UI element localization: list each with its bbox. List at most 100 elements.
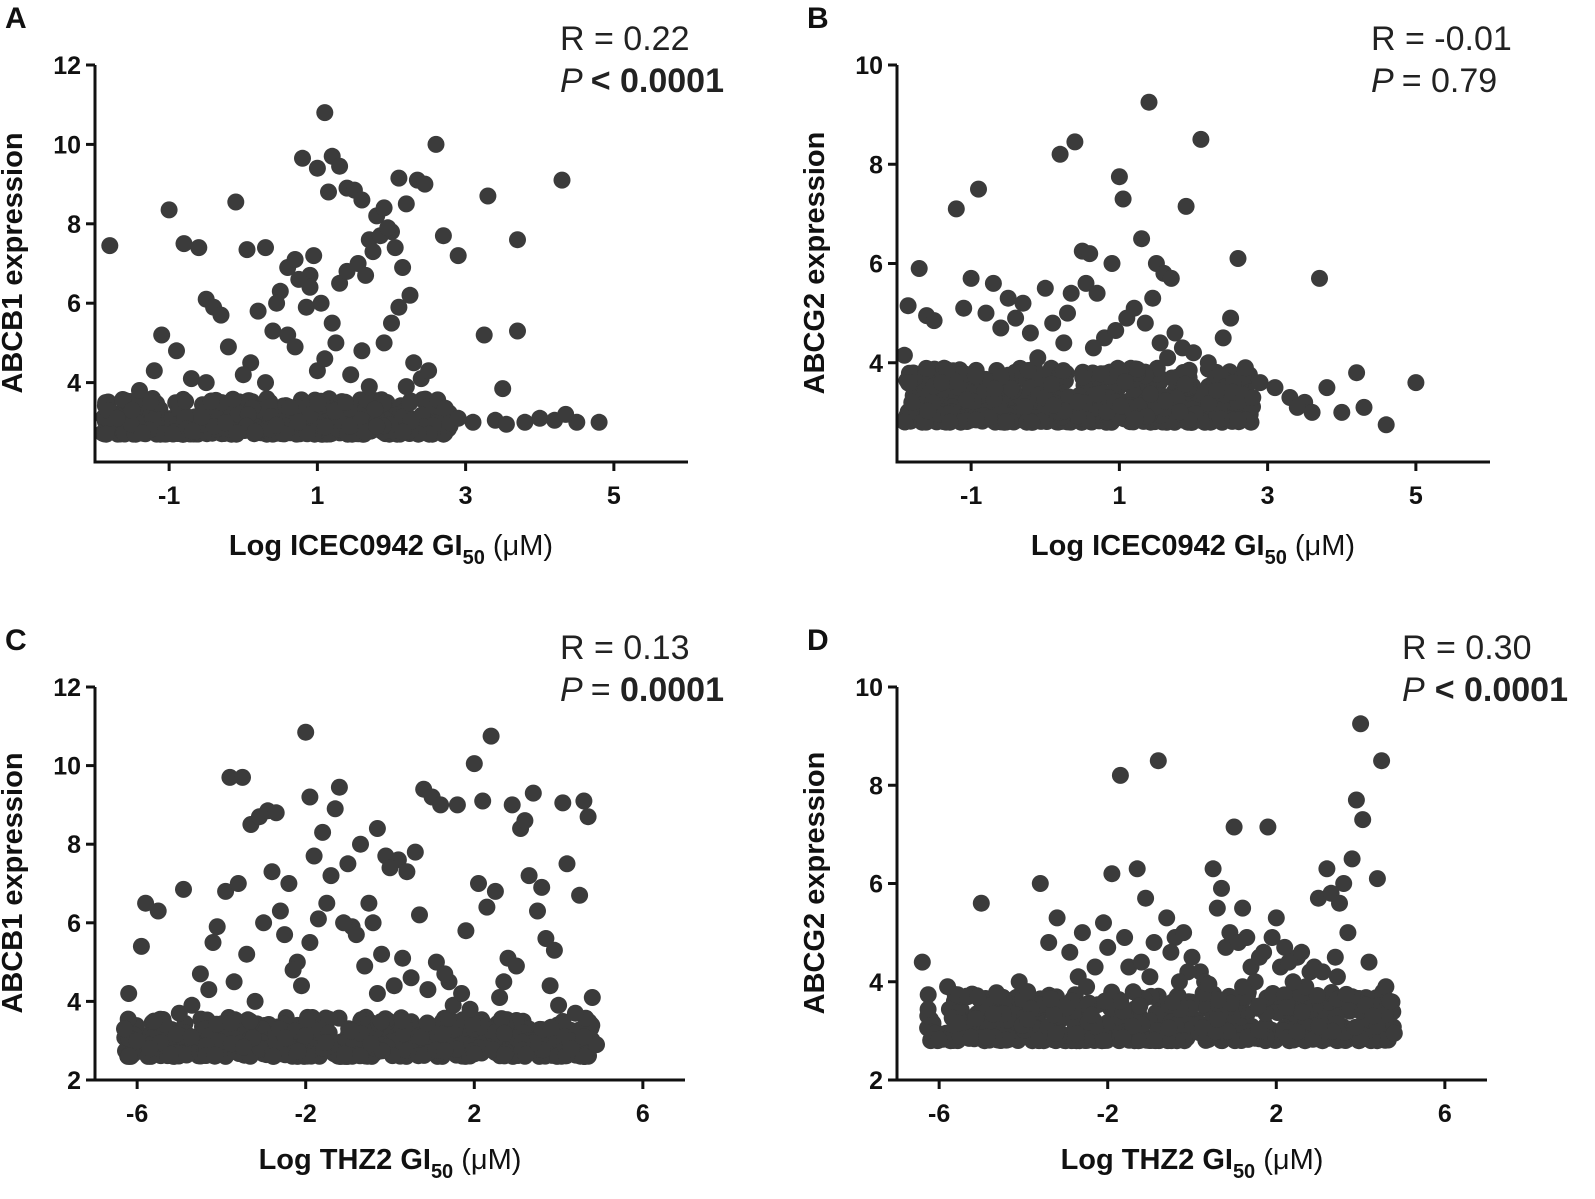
data-point bbox=[132, 937, 150, 955]
data-point bbox=[120, 985, 138, 1002]
data-point bbox=[145, 362, 163, 380]
data-point bbox=[137, 894, 155, 912]
data-point bbox=[182, 370, 200, 388]
data-point bbox=[276, 926, 294, 944]
data-point bbox=[1192, 130, 1210, 148]
data-point bbox=[984, 274, 1002, 292]
data-point bbox=[465, 755, 483, 773]
data-point bbox=[1086, 958, 1104, 976]
data-point bbox=[448, 796, 466, 814]
x-axis-label-c: Log THZ2 GI50 (μM) bbox=[259, 1144, 522, 1183]
points-c bbox=[116, 723, 605, 1065]
y-tick-label: 10 bbox=[855, 674, 883, 702]
data-point bbox=[903, 393, 921, 411]
data-point bbox=[1276, 938, 1294, 956]
points-a bbox=[94, 104, 608, 443]
data-point bbox=[1213, 879, 1230, 897]
data-point bbox=[330, 778, 348, 796]
data-point bbox=[290, 270, 308, 288]
data-point bbox=[101, 237, 119, 255]
data-point bbox=[353, 191, 371, 209]
data-point bbox=[305, 247, 323, 265]
data-point bbox=[229, 875, 247, 892]
y-ticks-a: 4 6 8 10 12 bbox=[53, 52, 95, 398]
data-point bbox=[360, 894, 378, 912]
data-point bbox=[1131, 1031, 1149, 1049]
data-point bbox=[167, 1025, 185, 1043]
data-point bbox=[1112, 992, 1130, 1010]
x-tick-label: -2 bbox=[295, 1100, 317, 1128]
x-tick-label: 5 bbox=[1409, 482, 1423, 510]
data-point bbox=[1277, 999, 1295, 1016]
data-point bbox=[1073, 924, 1091, 942]
data-point bbox=[418, 1014, 436, 1032]
data-point bbox=[294, 149, 311, 167]
data-point bbox=[1210, 991, 1227, 1009]
data-point bbox=[327, 334, 345, 352]
data-point bbox=[949, 1014, 967, 1032]
data-point bbox=[341, 417, 358, 435]
data-point bbox=[222, 1014, 240, 1032]
data-point bbox=[1092, 365, 1110, 383]
data-point bbox=[301, 788, 319, 806]
data-point bbox=[1255, 943, 1273, 961]
data-point bbox=[1002, 380, 1020, 398]
data-point bbox=[397, 195, 415, 213]
data-point bbox=[575, 792, 593, 810]
data-point bbox=[1031, 875, 1049, 892]
data-point bbox=[412, 1028, 430, 1046]
data-point bbox=[1160, 1019, 1178, 1037]
data-point bbox=[342, 366, 360, 384]
data-point bbox=[217, 414, 235, 432]
data-point bbox=[401, 286, 419, 304]
r-value-c: R = 0.13 bbox=[560, 629, 689, 667]
data-point bbox=[1326, 948, 1344, 966]
panel-letter-b: B bbox=[807, 2, 829, 35]
data-point bbox=[542, 1019, 560, 1037]
x-axis-label-a: Log ICEC0942 GI50 (μM) bbox=[229, 530, 553, 569]
x-tick-label: 3 bbox=[1261, 482, 1275, 510]
data-point bbox=[227, 193, 245, 211]
data-point bbox=[529, 902, 546, 920]
data-point bbox=[193, 408, 211, 426]
data-point bbox=[554, 794, 572, 812]
data-point bbox=[133, 424, 151, 442]
p-value-a: P < 0.0001 bbox=[560, 62, 724, 100]
x-tick-label: -6 bbox=[928, 1100, 950, 1128]
data-point bbox=[224, 390, 242, 408]
data-point bbox=[368, 820, 386, 837]
data-point bbox=[284, 961, 302, 979]
data-point bbox=[432, 796, 450, 814]
data-point bbox=[1114, 190, 1132, 208]
y-ticks-c: 2 4 6 8 10 12 bbox=[53, 674, 95, 1095]
x-tick-label: 2 bbox=[467, 1100, 481, 1128]
data-point bbox=[969, 988, 987, 1006]
data-point bbox=[206, 1046, 224, 1064]
data-point bbox=[1145, 934, 1163, 951]
y-axis-label-c: ABCB1 expression bbox=[0, 752, 29, 1013]
data-point bbox=[1103, 865, 1121, 883]
y-tick-label: 2 bbox=[67, 1067, 81, 1095]
data-point bbox=[238, 241, 256, 259]
data-point bbox=[1044, 314, 1062, 332]
data-point bbox=[289, 1042, 307, 1060]
y-tick-label: 8 bbox=[67, 211, 81, 239]
data-point bbox=[234, 366, 252, 384]
x-tick-label: -1 bbox=[158, 482, 180, 510]
data-point bbox=[368, 417, 386, 435]
y-tick-label: 12 bbox=[53, 52, 81, 80]
data-point bbox=[1267, 909, 1285, 927]
y-tick-label: 10 bbox=[53, 753, 81, 781]
data-point bbox=[373, 945, 391, 963]
data-point bbox=[1164, 993, 1181, 1011]
data-point bbox=[1055, 334, 1073, 352]
data-point bbox=[509, 322, 526, 340]
data-point bbox=[394, 949, 412, 967]
data-point bbox=[1348, 364, 1366, 382]
data-point bbox=[326, 800, 344, 818]
data-point bbox=[1157, 392, 1174, 410]
data-point bbox=[190, 239, 208, 257]
data-point bbox=[1275, 986, 1293, 1004]
data-point bbox=[1096, 992, 1114, 1010]
data-point bbox=[1019, 1011, 1037, 1028]
